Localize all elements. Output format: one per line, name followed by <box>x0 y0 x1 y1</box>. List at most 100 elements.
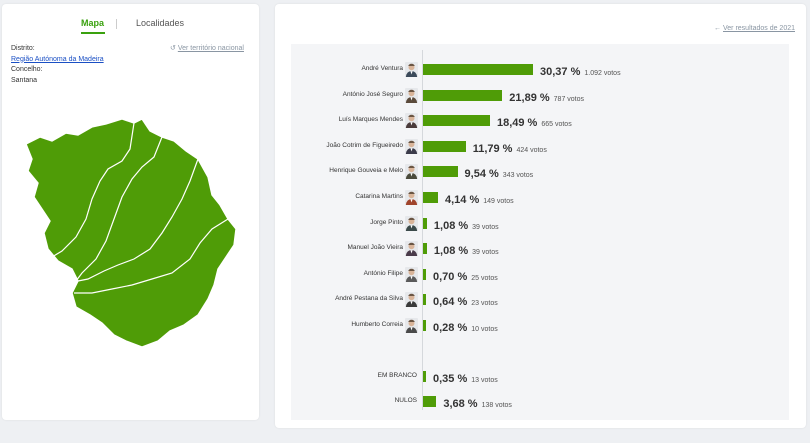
result-row[interactable]: EM BRANCO 0,35 % 13 votos <box>291 367 789 387</box>
candidate-photo <box>405 292 418 308</box>
result-bar <box>423 396 437 407</box>
result-value: 30,37 % 1.092 votos <box>540 62 621 80</box>
result-row[interactable]: Humberto Correia 0,28 % 10 votos <box>291 316 789 336</box>
votes-label: 787 votos <box>553 95 585 103</box>
result-value: 0,28 % 10 votos <box>433 318 498 336</box>
percentage-label: 0,28 % <box>433 322 468 334</box>
candidate-photo <box>405 318 418 333</box>
result-row[interactable]: Luís Marques Mendes 18,49 % 665 votos <box>291 111 789 131</box>
candidate-name: NULOS <box>394 397 417 404</box>
percentage-label: 0,70 % <box>433 270 468 283</box>
result-value: 0,64 % 23 votos <box>433 292 498 310</box>
tab-map[interactable]: Mapa <box>81 18 105 28</box>
map-region-shape[interactable] <box>25 118 237 348</box>
votes-label: 25 votos <box>471 274 498 282</box>
arrow-left-icon: ← <box>714 25 722 32</box>
result-row[interactable]: André Pestana da Silva 0,64 % 23 votos <box>291 290 789 310</box>
result-value: 0,35 % 13 votos <box>433 369 498 387</box>
result-row[interactable]: André Ventura 30,37 % 1.092 votos <box>291 60 789 80</box>
result-bar <box>423 64 533 75</box>
result-value: 3,68 % 138 votos <box>443 394 512 412</box>
candidate-name: António Filipe <box>363 269 403 277</box>
result-value: 0,70 % 25 votos <box>433 267 498 285</box>
percentage-label: 11,79 % <box>472 142 513 155</box>
percentage-label: 21,89 % <box>509 91 550 104</box>
result-row[interactable]: António José Seguro 21,89 % 787 votos <box>291 86 789 106</box>
result-bar <box>423 294 426 306</box>
result-value: 18,49 % 665 votos <box>497 113 572 131</box>
result-row[interactable]: NULOS 3,68 % 138 votos <box>291 392 789 412</box>
result-value: 1,08 % 39 votos <box>434 241 499 259</box>
result-value: 21,89 % 787 votos <box>509 88 584 106</box>
candidate-name: Humberto Correia <box>351 321 403 328</box>
council-value: Santana <box>11 76 38 84</box>
candidate-name: João Cotrim de Figueiredo <box>326 141 403 149</box>
results-panel: ← Ver resultados de 2021 André Ventura 30… <box>275 4 806 428</box>
votes-label: 10 votos <box>471 326 498 333</box>
result-value: 4,14 % 149 votos <box>445 190 514 208</box>
result-bar <box>423 115 490 127</box>
result-bar <box>423 320 426 331</box>
percentage-label: 3,68 % <box>443 398 478 410</box>
result-row[interactable]: Jorge Pinto 1,08 % 39 votos <box>291 214 789 234</box>
map-boundary-line <box>77 158 199 282</box>
percentage-label: 0,35 % <box>433 373 468 385</box>
candidate-photo <box>405 62 418 77</box>
candidate-name: Catarina Martins <box>355 193 403 200</box>
percentage-label: 0,64 % <box>433 296 468 309</box>
candidate-photo <box>405 241 418 257</box>
result-bar <box>423 243 427 255</box>
percentage-label: 1,08 % <box>433 219 469 232</box>
candidate-photo <box>405 138 418 154</box>
votes-label: 665 votos <box>541 121 572 129</box>
map-panel: Mapa Localidades Distrito: Região Autóno… <box>2 4 259 420</box>
candidate-photo <box>405 215 418 231</box>
candidate-name: António José Seguro <box>342 90 403 98</box>
candidate-name: EM BRANCO <box>377 372 417 379</box>
candidate-photo <box>405 87 418 103</box>
percentage-label: 9,54 % <box>464 168 499 181</box>
previous-results-link[interactable]: ← Ver resultados de 2021 <box>714 25 795 32</box>
council-map[interactable] <box>22 109 247 354</box>
district-link[interactable]: Região Autónoma da Madeira <box>11 55 104 63</box>
result-row[interactable]: Manuel João Vieira 1,08 % 39 votos <box>291 239 789 259</box>
candidate-name: Manuel João Vieira <box>347 244 403 252</box>
result-bar <box>423 166 458 178</box>
results-chart: André Ventura 30,37 % 1.092 votos António J… <box>291 44 789 420</box>
candidate-name: André Ventura <box>361 65 403 72</box>
result-row[interactable]: António Filipe 0,70 % 25 votos <box>291 265 789 285</box>
candidate-name: Henrique Gouveia e Melo <box>329 167 403 175</box>
votes-label: 23 votos <box>471 300 498 308</box>
votes-label: 13 votos <box>471 377 498 384</box>
percentage-label: 30,37 % <box>540 66 581 78</box>
candidate-name: André Pestana da Silva <box>335 295 403 303</box>
map-boundary-line <box>51 122 135 258</box>
result-row[interactable]: Henrique Gouveia e Melo 9,54 % 343 votos <box>291 162 789 182</box>
result-row[interactable]: Catarina Martins 4,14 % 149 votos <box>291 188 789 208</box>
tab-divider <box>116 19 117 29</box>
council-label: Concelho: <box>11 66 43 73</box>
view-tabs: Mapa Localidades <box>2 18 259 34</box>
result-bar <box>423 268 426 280</box>
national-territory-link[interactable]: ↺ Ver território nacional <box>170 45 244 52</box>
active-tab-indicator <box>81 32 105 34</box>
candidate-photo <box>405 113 418 129</box>
tab-localities[interactable]: Localidades <box>136 18 185 28</box>
votes-label: 1.092 votos <box>584 70 621 77</box>
candidate-name: Luís Marques Mendes <box>338 116 403 124</box>
votes-label: 39 votos <box>472 223 499 231</box>
candidate-name: Jorge Pinto <box>370 218 403 226</box>
result-value: 11,79 % 424 votos <box>473 139 547 157</box>
map-boundary-line <box>75 136 163 282</box>
result-bar <box>423 192 438 203</box>
percentage-label: 1,08 % <box>433 245 469 258</box>
votes-label: 149 votos <box>483 198 514 205</box>
votes-label: 343 votos <box>502 172 534 180</box>
percentage-label: 18,49 % <box>496 117 538 130</box>
candidate-photo <box>405 266 418 282</box>
result-value: 9,54 % 343 votos <box>465 164 534 182</box>
candidate-photo <box>405 164 418 180</box>
result-bar <box>423 371 426 382</box>
votes-label: 424 votos <box>516 146 547 154</box>
result-row[interactable]: João Cotrim de Figueiredo 11,79 % 424 voto… <box>291 137 789 157</box>
